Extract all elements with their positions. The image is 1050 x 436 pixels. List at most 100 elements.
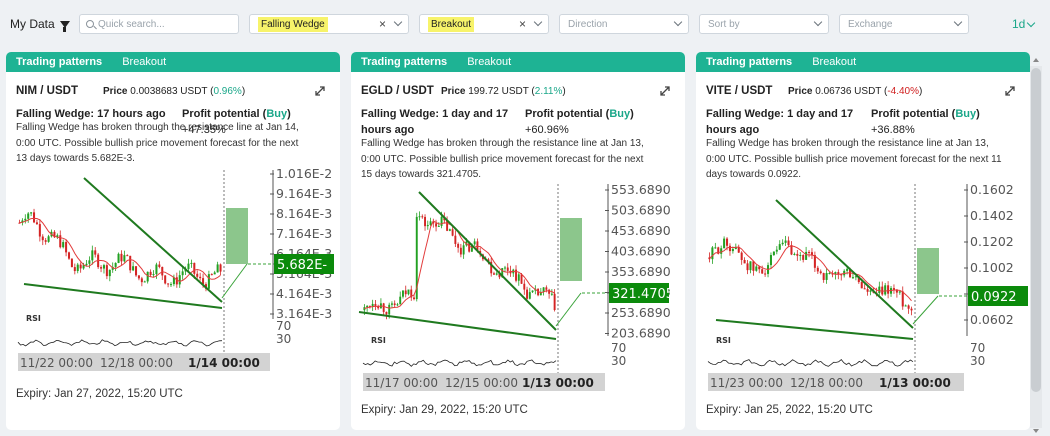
- candle-body: [140, 278, 143, 283]
- candle-body: [432, 221, 435, 224]
- chevron-down-icon[interactable]: [953, 17, 963, 27]
- y-tick-label: 0.1402: [970, 208, 1014, 223]
- candle-body: [207, 274, 210, 289]
- candle-body: [506, 267, 509, 271]
- candle-body: [38, 224, 41, 237]
- candle-body: [769, 255, 772, 266]
- candle-body: [167, 283, 170, 285]
- type-filter-select[interactable]: Breakout ×: [419, 14, 549, 34]
- candle-body: [47, 236, 50, 242]
- candle-body: [62, 242, 65, 248]
- symbol[interactable]: NIM / USDT: [16, 85, 78, 97]
- card-tab-trading-patterns[interactable]: Trading patterns: [16, 56, 103, 68]
- direction-select[interactable]: Direction: [559, 14, 689, 34]
- candle-body: [895, 289, 898, 293]
- pattern-card[interactable]: Trading patterns Breakout VITE / USDT Pr…: [696, 52, 1030, 430]
- candle-body: [737, 247, 740, 253]
- candle-body: [132, 266, 135, 271]
- candle-body: [498, 273, 501, 278]
- candle-body: [708, 257, 711, 260]
- card-tab-breakout[interactable]: Breakout: [467, 56, 512, 68]
- symbol-row: VITE / USDT Price 0.06736 USDT (-4.40%): [706, 85, 1020, 99]
- candle-body: [129, 255, 132, 271]
- candle-body: [437, 225, 440, 227]
- sortby-placeholder: Sort by: [708, 18, 740, 30]
- expiry-text: Expiry: Jan 25, 2022, 15:20 UTC: [706, 404, 873, 416]
- candle-body: [869, 290, 872, 292]
- y-tick-label: 553.6890: [611, 182, 671, 197]
- price-chart[interactable]: 1.016E-29.164E-38.164E-37.164E-36.164E-3…: [6, 162, 340, 384]
- y-tick-label: 453.6890: [611, 223, 671, 238]
- scroll-up-icon[interactable]: [1033, 58, 1039, 62]
- candle-body: [910, 308, 913, 311]
- chevron-down-icon[interactable]: [673, 17, 683, 27]
- share-icon[interactable]: [1004, 85, 1016, 97]
- card-tab-trading-patterns[interactable]: Trading patterns: [361, 56, 448, 68]
- exchange-select[interactable]: Exchange: [839, 14, 969, 34]
- interval-select[interactable]: 1d: [1012, 17, 1036, 31]
- candle-body: [775, 249, 778, 252]
- card-tab-breakout[interactable]: Breakout: [812, 56, 857, 68]
- wedge-support-line: [358, 311, 557, 340]
- candle-body: [446, 220, 449, 231]
- card-tab-trading-patterns[interactable]: Trading patterns: [706, 56, 793, 68]
- pattern-card[interactable]: Trading patterns Breakout NIM / USDT Pri…: [6, 52, 340, 430]
- candle-body: [728, 245, 731, 252]
- share-icon[interactable]: [659, 85, 671, 97]
- price-chart[interactable]: 553.6890 503.6890 453.6890 403.6890 353.6890…: [351, 176, 685, 398]
- symbol[interactable]: VITE / USDT: [706, 85, 773, 97]
- search-input[interactable]: Quick search...: [79, 14, 239, 34]
- candle-body: [120, 253, 123, 262]
- interval-value: 1d: [1012, 17, 1026, 31]
- price-info: Price 199.72 USDT (2.11%): [441, 86, 566, 97]
- rsi-line: [707, 359, 914, 367]
- pattern-name-cont: hours ago: [706, 124, 760, 136]
- clear-icon[interactable]: ×: [378, 17, 386, 31]
- y-tick-label: 0.1602: [970, 182, 1014, 197]
- candle-body: [82, 265, 85, 269]
- filter-icon[interactable]: [59, 20, 70, 32]
- price-chart[interactable]: 0.16020.14020.12020.10020.08020.06020.09…: [696, 176, 1030, 398]
- pattern-card[interactable]: Trading patterns Breakout EGLD / USDT Pr…: [351, 52, 685, 430]
- candle-body: [772, 251, 775, 256]
- candle-body: [181, 271, 184, 276]
- share-icon[interactable]: [314, 85, 326, 97]
- candle-body: [523, 283, 526, 290]
- candle-body: [158, 264, 161, 267]
- candle-body: [396, 304, 399, 306]
- candle-body: [152, 274, 155, 276]
- candle-body: [213, 272, 216, 275]
- clear-icon[interactable]: ×: [518, 17, 526, 31]
- candle-body: [21, 220, 24, 223]
- rsi-tick-label: 70: [970, 341, 985, 355]
- rsi-line: [362, 359, 557, 367]
- price-change: 0.96%: [213, 86, 242, 97]
- card-tab-breakout[interactable]: Breakout: [122, 56, 167, 68]
- symbol[interactable]: EGLD / USDT: [361, 85, 434, 97]
- candle-body: [539, 291, 542, 296]
- scrollbar-thumb[interactable]: [1031, 68, 1041, 392]
- candle-body: [393, 303, 396, 305]
- candle-body: [758, 266, 761, 270]
- candle-body: [418, 216, 421, 218]
- target-label-bg: [968, 286, 1028, 306]
- candle-body: [810, 252, 813, 256]
- chevron-down-icon[interactable]: [533, 17, 543, 27]
- candle-body: [731, 249, 734, 252]
- chevron-down-icon[interactable]: [393, 17, 403, 27]
- candle-body: [714, 247, 717, 249]
- candle-body: [887, 285, 890, 294]
- scroll-down-icon[interactable]: [1033, 429, 1039, 433]
- candle-body: [860, 282, 863, 289]
- pattern-filter-select[interactable]: Falling Wedge ×: [249, 14, 409, 34]
- my-data-menu[interactable]: My Data: [10, 17, 70, 32]
- candle-body: [808, 251, 811, 253]
- candle-body: [390, 303, 393, 305]
- candle-body: [822, 273, 825, 280]
- sortby-select[interactable]: Sort by: [699, 14, 829, 34]
- wedge-support-line: [715, 319, 914, 340]
- chevron-down-icon[interactable]: [813, 17, 823, 27]
- candle-body: [33, 212, 36, 223]
- candle-body: [720, 248, 723, 254]
- rsi-tick-label: 30: [611, 354, 626, 368]
